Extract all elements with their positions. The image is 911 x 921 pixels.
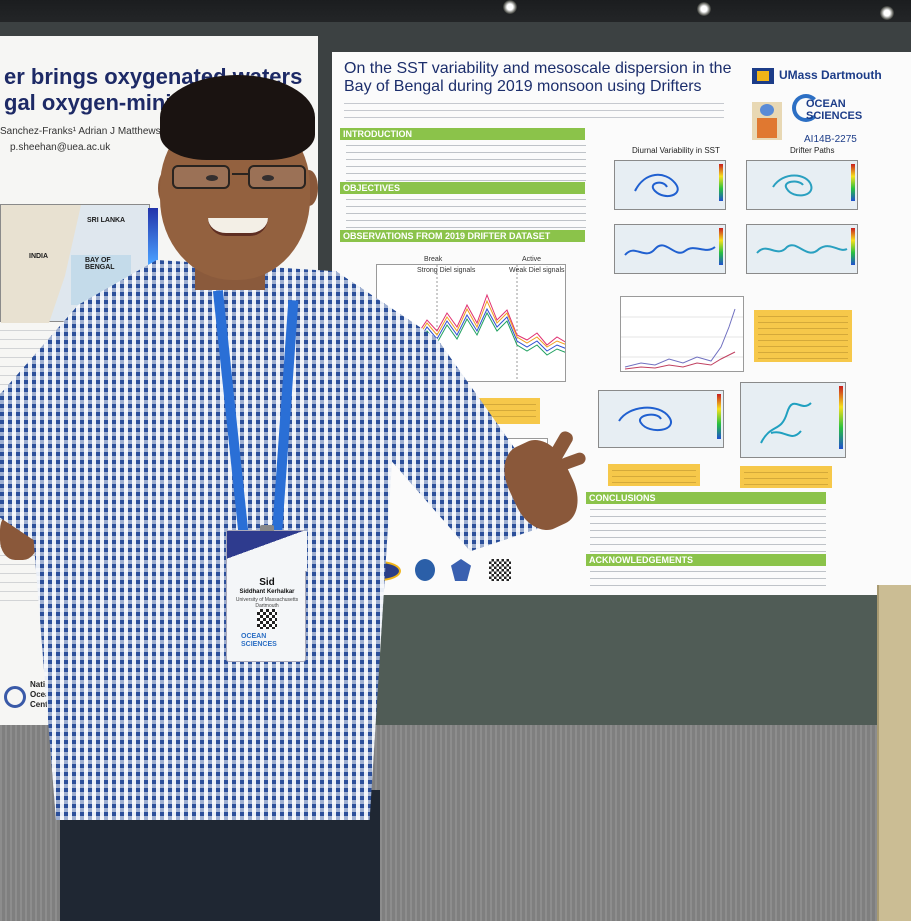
chart-annotation: Strong Diel signals <box>417 267 476 274</box>
left-poster-body-text <box>0 326 318 606</box>
left-poster-authors: Sanchez-Franks¹ Adrian J Matthews¹ Kare <box>0 126 188 137</box>
ceiling-light <box>880 6 894 20</box>
sst-timeseries-svg <box>377 265 565 381</box>
spike-chart <box>412 438 548 484</box>
section-introduction: INTRODUCTION <box>340 128 585 140</box>
objectives-text <box>346 196 586 228</box>
main-poster: On the SST variability and mesoscale dis… <box>332 52 911 600</box>
abstract-id: AI14B-2275 <box>804 134 857 145</box>
conclusions-text <box>590 506 826 554</box>
note-box <box>384 398 540 424</box>
note-box <box>740 466 832 488</box>
map-label: INDIA <box>29 253 49 260</box>
section-acknowledgements: ACKNOWLEDGEMENTS <box>586 554 826 566</box>
chart-annotation: Weak Diel signals <box>509 267 565 274</box>
note-box <box>754 310 852 362</box>
map-panel <box>614 160 726 210</box>
chart-annotation: Active <box>522 256 542 263</box>
section-observations: OBSERVATIONS FROM 2019 DRIFTER DATASET <box>340 230 585 242</box>
board-panel <box>330 595 890 725</box>
map-panel <box>598 390 724 448</box>
ocean-sciences-logo: OCEAN SCIENCES <box>792 92 882 137</box>
map-panel <box>614 224 726 274</box>
umass-text: UMass Dartmouth <box>779 68 882 82</box>
sponsor-logo-icon <box>357 561 401 581</box>
acknowledgements-text <box>590 568 826 586</box>
colorbar <box>148 208 158 318</box>
sst-timeseries-chart: Strong Diel signals Weak Diel signals <box>376 264 566 382</box>
poster-authors <box>344 100 724 122</box>
section-objectives: OBJECTIVES <box>340 182 585 194</box>
section-conclusions: CONCLUSIONS <box>586 492 826 504</box>
spike-chart-svg <box>413 444 534 481</box>
left-poster-email: p.sheehan@uea.ac.uk <box>10 142 111 153</box>
note-box <box>608 464 700 486</box>
map-panel <box>746 224 858 274</box>
ceiling-light <box>697 2 711 16</box>
poster-title: On the SST variability and mesoscale dis… <box>344 60 732 95</box>
dispersion-chart-svg <box>621 308 743 370</box>
carpet-floor <box>0 725 911 921</box>
sponsor-logo-icon <box>415 559 435 581</box>
noc-logo: National Oceanog Centre <box>0 676 70 731</box>
qr-code-icon <box>489 559 511 581</box>
dispersion-chart <box>620 296 744 372</box>
map-panel <box>740 382 846 458</box>
intro-text <box>346 142 586 182</box>
drifter-paths-caption: Drifter Paths <box>790 146 835 155</box>
researcher-photo-icon <box>752 102 782 140</box>
umass-logo-icon <box>752 68 774 84</box>
sponsor-logo-icon <box>451 559 471 581</box>
left-poster-title: er brings oxygenated waters gal oxygen-m… <box>4 64 303 115</box>
left-poster-map: INDIA BAY OF BENGAL SRI LANKA <box>0 204 150 323</box>
diurnal-caption: Diurnal Variability in SST <box>632 146 720 155</box>
map-panel <box>746 160 858 210</box>
map-label: SRI LANKA <box>87 217 126 224</box>
wooden-post <box>877 585 911 921</box>
map-label: BAY OF BENGAL <box>85 257 115 271</box>
ceiling-light <box>503 0 517 14</box>
chart-annotation: Break <box>424 256 443 263</box>
left-poster: er brings oxygenated waters gal oxygen-m… <box>0 36 318 731</box>
